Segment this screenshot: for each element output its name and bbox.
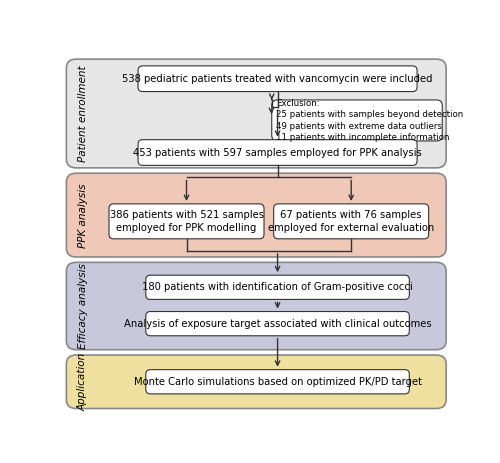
FancyBboxPatch shape: [146, 275, 409, 300]
FancyBboxPatch shape: [138, 140, 417, 165]
FancyBboxPatch shape: [146, 312, 409, 336]
Text: Efficacy analysis: Efficacy analysis: [78, 263, 88, 349]
Text: Application: Application: [78, 353, 88, 411]
FancyBboxPatch shape: [66, 263, 446, 350]
Text: Monte Carlo simulations based on optimized PK/PD target: Monte Carlo simulations based on optimiz…: [134, 377, 422, 387]
FancyBboxPatch shape: [66, 355, 446, 408]
FancyBboxPatch shape: [274, 204, 428, 239]
Text: PPK analysis: PPK analysis: [78, 183, 88, 248]
FancyBboxPatch shape: [272, 100, 442, 141]
Text: Patient enrollment: Patient enrollment: [78, 65, 88, 162]
FancyBboxPatch shape: [138, 66, 417, 92]
Text: 538 pediatric patients treated with vancomycin were included: 538 pediatric patients treated with vanc…: [122, 74, 433, 84]
Text: 386 patients with 521 samples
employed for PPK modelling: 386 patients with 521 samples employed f…: [110, 210, 264, 233]
FancyBboxPatch shape: [146, 369, 409, 394]
Text: 67 patients with 76 samples
employed for external evaluation: 67 patients with 76 samples employed for…: [268, 210, 434, 233]
Text: Analysis of exposure target associated with clinical outcomes: Analysis of exposure target associated w…: [124, 319, 432, 329]
Text: 180 patients with identification of Gram-positive cocci: 180 patients with identification of Gram…: [142, 282, 413, 292]
FancyBboxPatch shape: [109, 204, 264, 239]
FancyBboxPatch shape: [66, 59, 446, 168]
FancyBboxPatch shape: [66, 173, 446, 257]
Text: Exclusion:
25 patients with samples beyond detection
49 patients with extreme da: Exclusion: 25 patients with samples beyo…: [276, 99, 464, 142]
Text: 453 patients with 597 samples employed for PPK analysis: 453 patients with 597 samples employed f…: [133, 148, 422, 157]
